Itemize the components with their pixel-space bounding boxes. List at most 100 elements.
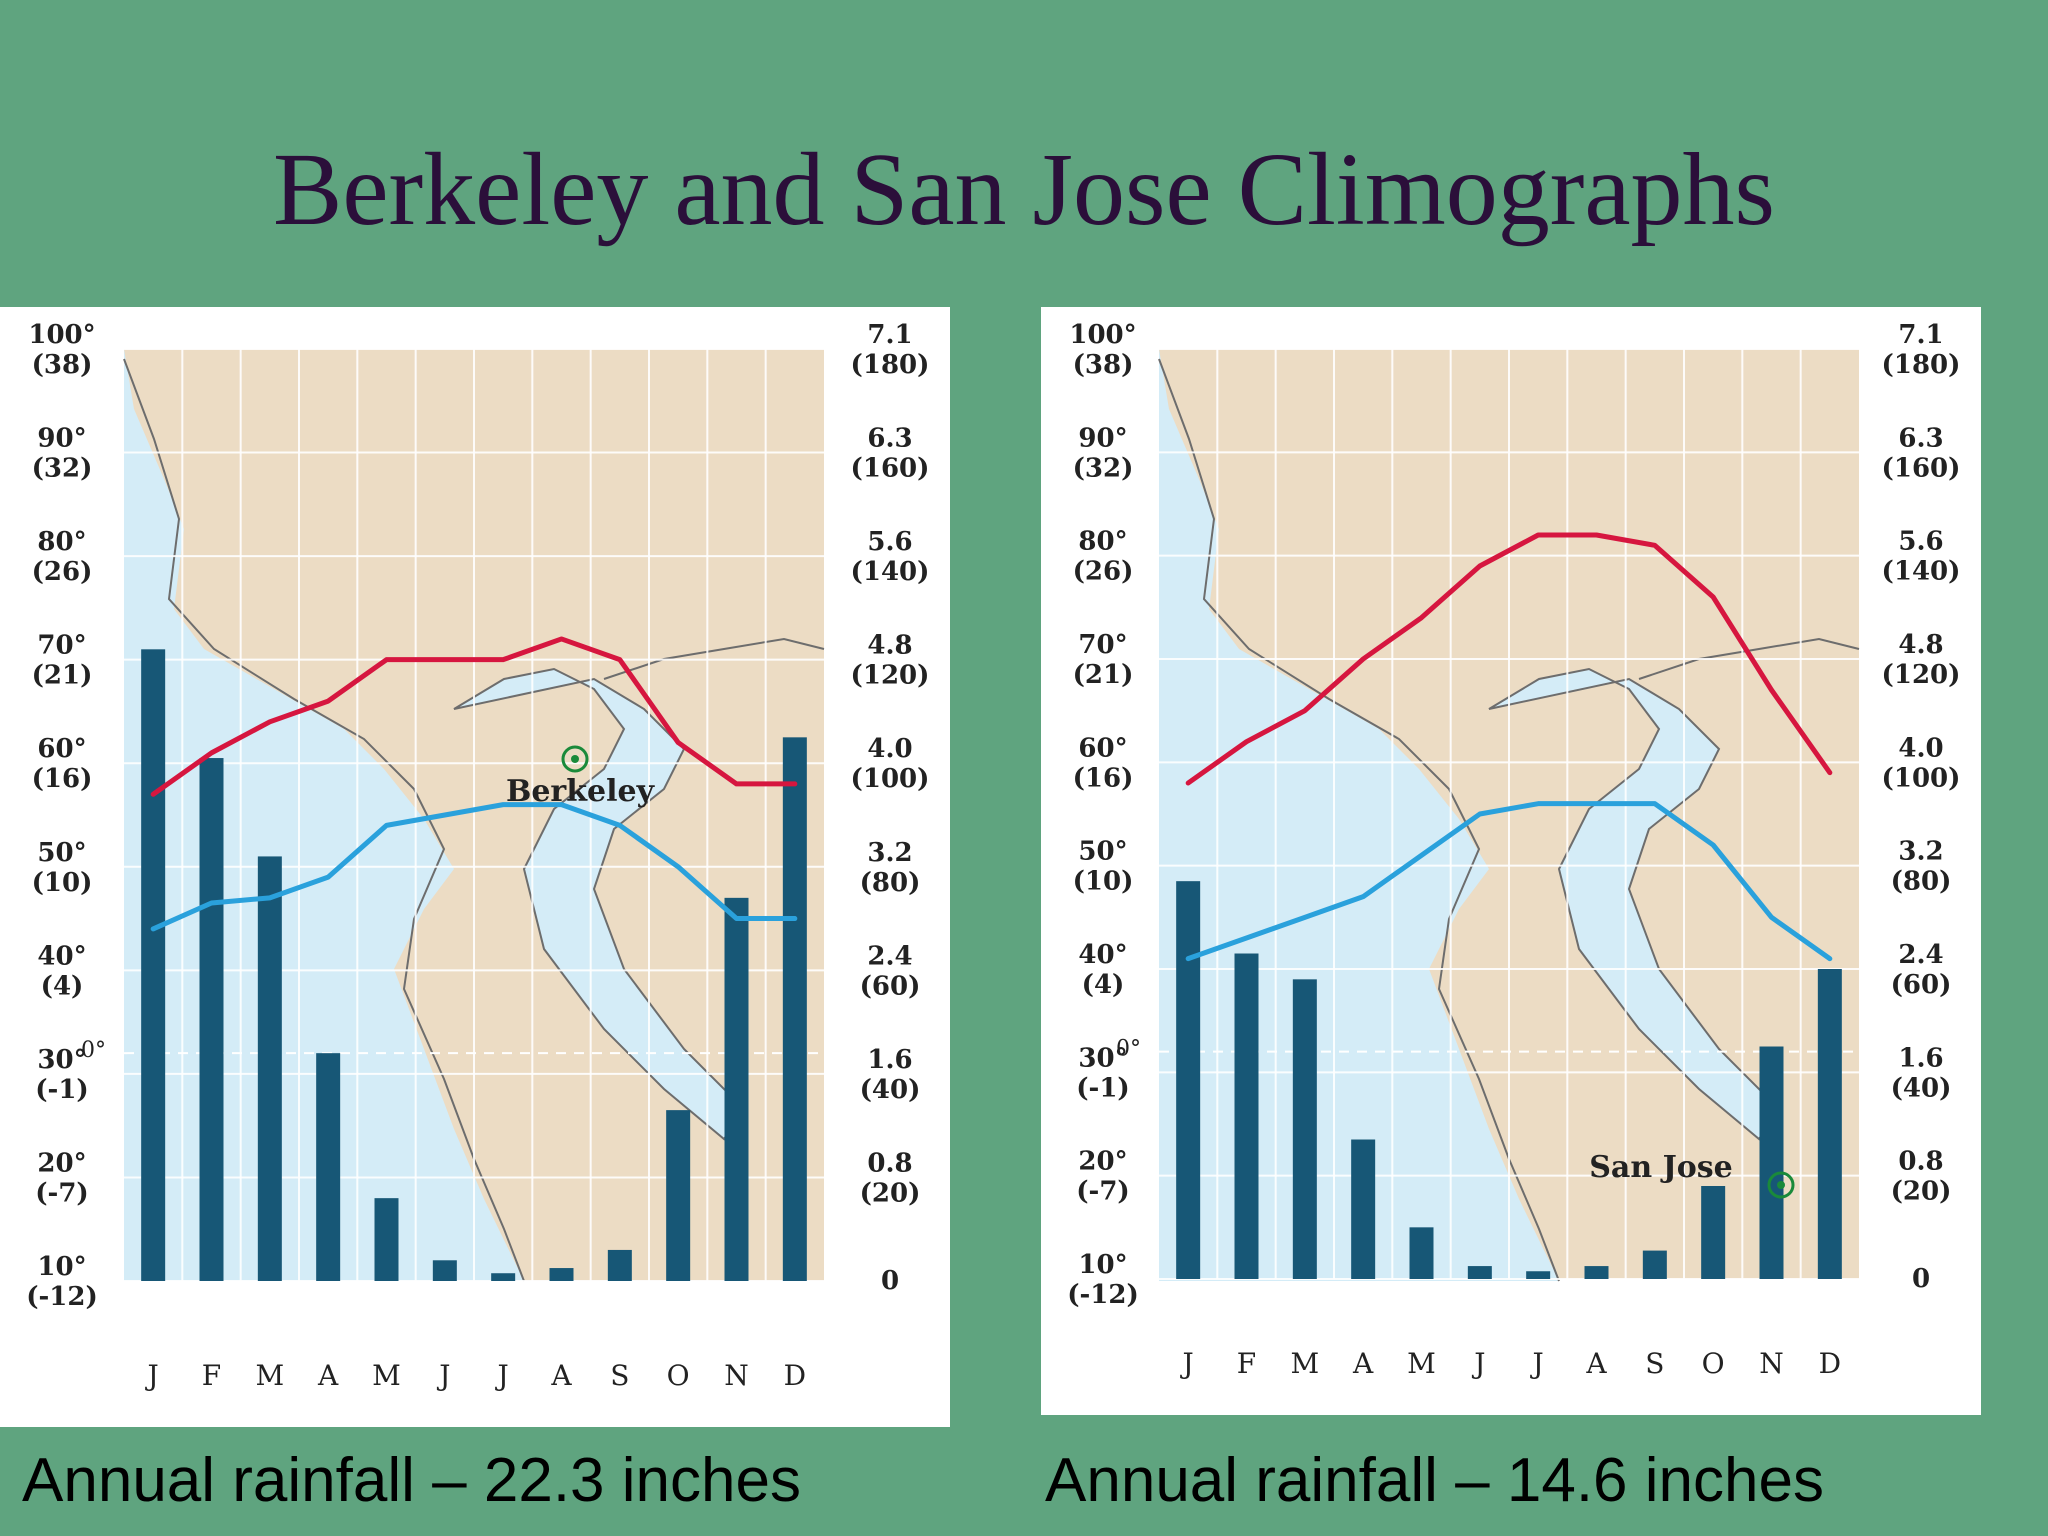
inner-bay-water <box>1488 667 1781 1141</box>
month-label: O <box>667 1359 690 1392</box>
month-label: J <box>1530 1347 1544 1380</box>
precipitation-bar-j-0 <box>141 649 166 1281</box>
month-label: J <box>145 1359 159 1392</box>
left-axis-tick-fahrenheit: 10° <box>37 1252 86 1282</box>
precipitation-bar-f-1 <box>1234 953 1259 1279</box>
month-label: A <box>1352 1347 1374 1380</box>
month-label: M <box>255 1359 284 1392</box>
precipitation-bar-f-1 <box>199 758 224 1281</box>
city-label: San Jose <box>1589 1150 1733 1185</box>
city-marker-ring <box>561 745 589 773</box>
left-axis-tick-celsius: (4) <box>41 971 84 1001</box>
left-axis-tick-celsius: (-1) <box>35 1075 89 1105</box>
precipitation-bar-n-10 <box>1759 1046 1784 1279</box>
right-axis-tick-mm: (20) <box>1891 1177 1952 1207</box>
right-axis-tick-mm: (180) <box>851 350 930 380</box>
right-axis-tick-mm: (100) <box>1882 763 1961 793</box>
right-axis-tick-inches: 0 <box>1912 1264 1930 1294</box>
coastline <box>123 358 525 1282</box>
left-axis-tick-fahrenheit: 60° <box>37 734 86 764</box>
left-axis-tick-celsius: (10) <box>32 868 93 898</box>
left-axis-tick-fahrenheit: 70° <box>1078 630 1127 660</box>
month-label: M <box>372 1359 401 1392</box>
city-marker-dot <box>571 755 579 763</box>
left-axis-tick-fahrenheit: 100° <box>1069 320 1136 350</box>
right-axis-tick-inches: 0.8 <box>1898 1147 1943 1177</box>
month-label: D <box>784 1359 806 1392</box>
left-axis-tick-celsius: (32) <box>1073 453 1134 483</box>
right-axis-tick-mm: (80) <box>860 868 921 898</box>
month-label: M <box>1290 1347 1319 1380</box>
san-jose-annual-rainfall-caption: Annual rainfall – 14.6 inches <box>1045 1446 1824 1515</box>
left-axis-tick-fahrenheit: 60° <box>1078 733 1127 763</box>
month-label: J <box>436 1359 450 1392</box>
precipitation-bar-j-5 <box>432 1260 457 1281</box>
left-axis-tick-fahrenheit: 50° <box>37 838 86 868</box>
precipitation-bar-j-0 <box>1176 881 1201 1279</box>
left-axis-tick-fahrenheit: 50° <box>1078 837 1127 867</box>
left-axis-tick-fahrenheit: 70° <box>37 631 86 661</box>
left-axis-tick-fahrenheit: 90° <box>37 424 86 454</box>
right-axis-tick-mm: (120) <box>851 661 930 691</box>
precipitation-bar-d-11 <box>1817 969 1842 1279</box>
berkeley-annual-rainfall-caption: Annual rainfall – 22.3 inches <box>22 1446 801 1515</box>
right-axis-tick-mm: (160) <box>851 454 930 484</box>
left-axis-tick-celsius: (16) <box>1073 763 1134 793</box>
right-axis-tick-inches: 0.8 <box>867 1148 912 1178</box>
left-axis-tick-celsius: (-7) <box>1076 1177 1130 1207</box>
climograph-panel-san-jose: San Jose 100° (38) 90° (32) 80° (26) 70° (21) 60°… <box>1041 307 1981 1415</box>
left-axis-tick-fahrenheit: 10° <box>1078 1250 1127 1280</box>
left-axis-tick-celsius: (-12) <box>1067 1280 1139 1310</box>
right-axis-tick-inches: 4.8 <box>1898 630 1943 660</box>
coastline <box>1158 358 1560 1282</box>
precipitation-bar-j-6 <box>491 1273 516 1281</box>
left-axis-tick-fahrenheit: 90° <box>1078 423 1127 453</box>
precipitation-bar-m-4 <box>374 1198 399 1281</box>
left-axis-tick-celsius: (4) <box>1082 970 1125 1000</box>
left-axis-tick-celsius: (10) <box>1073 867 1134 897</box>
left-axis-tick-celsius: (26) <box>32 557 93 587</box>
temperature-high-line <box>150 636 798 797</box>
month-label: A <box>550 1359 572 1392</box>
left-axis-tick-fahrenheit: 20° <box>1078 1147 1127 1177</box>
precipitation-bar-a-7 <box>549 1268 574 1281</box>
precipitation-bar-s-8 <box>607 1249 632 1281</box>
left-axis-tick-celsius: (-7) <box>35 1178 89 1208</box>
month-label: A <box>1585 1347 1607 1380</box>
precipitation-bar-a-3 <box>1351 1139 1376 1279</box>
right-axis-tick-mm: (80) <box>1891 867 1952 897</box>
left-axis-tick-celsius: (32) <box>32 454 93 484</box>
right-axis-tick-inches: 6.3 <box>867 424 912 454</box>
precipitation-bar-a-3 <box>316 1053 341 1281</box>
left-axis-tick-celsius: (-1) <box>1076 1073 1130 1103</box>
precipitation-bar-s-8 <box>1642 1250 1667 1279</box>
right-axis-tick-mm: (180) <box>1882 350 1961 380</box>
right-axis-tick-inches: 2.4 <box>1898 940 1943 970</box>
right-axis-tick-mm: (140) <box>1882 557 1961 587</box>
precipitation-bar-a-7 <box>1584 1266 1609 1279</box>
city-marker-ring <box>1767 1171 1795 1199</box>
right-axis-tick-mm: (60) <box>1891 970 1952 1000</box>
month-label: S <box>1645 1347 1664 1380</box>
right-axis-tick-mm: (40) <box>1891 1073 1952 1103</box>
left-axis-tick-fahrenheit: 80° <box>1078 527 1127 557</box>
city-label: Berkeley <box>506 774 656 809</box>
right-axis-tick-inches: 7.1 <box>867 320 912 350</box>
left-axis-tick-celsius: (16) <box>32 764 93 794</box>
freezing-label: 0° <box>1116 1037 1141 1062</box>
month-label: J <box>1471 1347 1485 1380</box>
right-axis-tick-mm: (160) <box>1882 453 1961 483</box>
precipitation-bar-m-4 <box>1409 1227 1434 1279</box>
right-axis-tick-inches: 5.6 <box>1898 527 1943 557</box>
right-axis-tick-inches: 2.4 <box>867 941 912 971</box>
left-axis-tick-fahrenheit: 40° <box>1078 940 1127 970</box>
slide-title: Berkeley and San Jose Climographs <box>273 132 1775 247</box>
right-axis-tick-inches: 4.0 <box>867 734 912 764</box>
month-label: F <box>1237 1347 1256 1380</box>
month-label: A <box>317 1359 339 1392</box>
right-axis-tick-mm: (60) <box>860 971 921 1001</box>
river-delta-line <box>603 637 825 680</box>
bay-water-area <box>124 349 524 1281</box>
temperature-low-line <box>1185 801 1833 962</box>
right-axis-tick-mm: (140) <box>851 557 930 587</box>
